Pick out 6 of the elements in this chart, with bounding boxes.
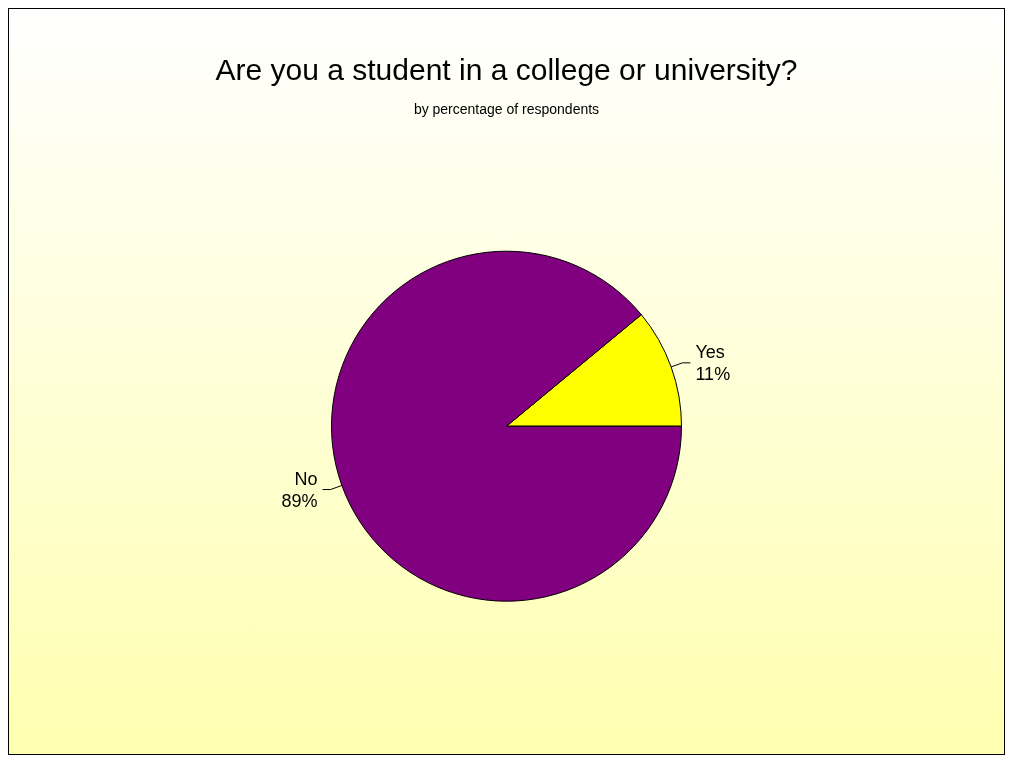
slice-label: No bbox=[294, 468, 318, 489]
slice-label: Yes bbox=[695, 341, 725, 362]
chart-subtitle: by percentage of respondents bbox=[413, 101, 600, 117]
chart-title: Are you a student in a college or university? bbox=[215, 52, 798, 86]
data-label: 89% bbox=[281, 490, 318, 511]
data-label: 11% bbox=[695, 363, 731, 384]
